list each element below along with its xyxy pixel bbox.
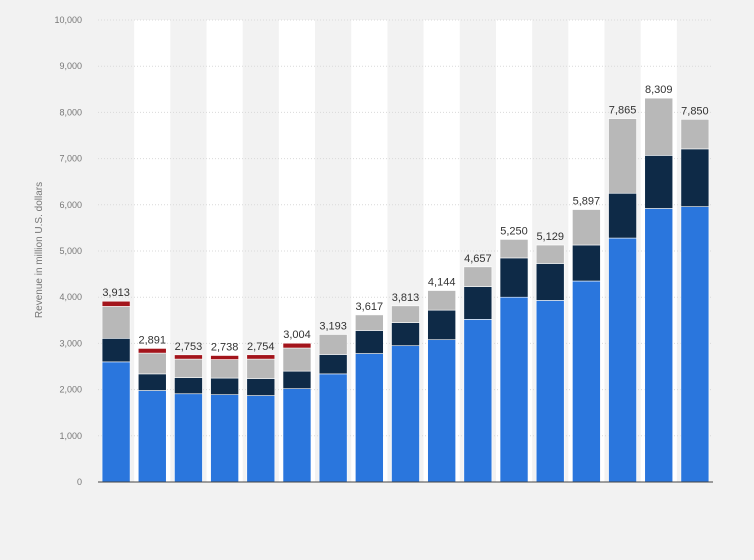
bar-segment-series-3 (318, 334, 348, 355)
bar-segment-series-4 (101, 300, 131, 307)
y-tick-label: 2,000 (59, 385, 82, 395)
bar-segment-series-3 (608, 118, 637, 194)
bar-segment-series-3 (391, 305, 420, 323)
bar-segment-series-3 (246, 358, 276, 379)
total-label: 3,813 (392, 292, 420, 304)
bar-segment-series-2 (318, 354, 348, 375)
bar-segment-series-3 (427, 290, 456, 311)
bar-segment-series-1 (282, 388, 312, 483)
bar-segment-series-1 (210, 394, 239, 483)
bar-segment-series-1 (680, 206, 710, 483)
bar-segment-series-2 (463, 286, 493, 320)
bar-segment-series-2 (644, 155, 674, 209)
y-tick-label: 9,000 (59, 61, 82, 71)
bar-segment-series-1 (499, 296, 529, 483)
bar-segment-series-3 (355, 314, 384, 331)
y-axis-title: Revenue in million U.S. dollars (34, 182, 45, 318)
bar-segment-series-1 (355, 353, 384, 483)
bar-segment-series-1 (137, 390, 167, 483)
bar-segment-series-3 (101, 306, 131, 339)
bar-segment-series-4 (246, 354, 276, 360)
total-label: 2,754 (247, 341, 275, 353)
bar-segment-series-2 (391, 322, 420, 347)
total-label: 3,193 (319, 320, 347, 332)
total-label: 5,129 (536, 231, 564, 243)
bar-segment-series-2 (427, 309, 456, 341)
total-label: 5,897 (573, 196, 601, 208)
bar-segment-series-1 (101, 361, 131, 483)
bar-segment-series-2 (355, 330, 384, 354)
bar-segment-series-1 (644, 208, 674, 483)
y-tick-label: 6,000 (59, 200, 82, 210)
total-label: 2,738 (211, 342, 239, 354)
y-tick-label: 1,000 (59, 431, 82, 441)
bar-segment-series-4 (137, 348, 167, 354)
bar-segment-series-1 (318, 373, 348, 483)
total-label: 7,850 (681, 105, 709, 117)
bar-segment-series-1 (535, 300, 565, 483)
bar-segment-series-3 (680, 119, 710, 150)
bar-segment-series-3 (137, 352, 167, 375)
y-tick-label: 4,000 (59, 292, 82, 302)
total-label: 3,004 (283, 329, 311, 341)
y-axis-ticks: 0 1,000 2,000 3,000 4,000 5,000 6,000 7,000 8,00… (54, 15, 82, 487)
bar-segment-series-1 (608, 237, 637, 483)
y-tick-label: 3,000 (59, 338, 82, 348)
total-label: 8,309 (645, 84, 673, 96)
total-label: 7,865 (609, 105, 637, 117)
total-label: 5,250 (500, 225, 528, 237)
y-tick-label: 8,000 (59, 107, 82, 117)
bar-segment-series-3 (282, 347, 312, 372)
bar-segment-series-2 (246, 378, 276, 396)
bars (101, 97, 710, 483)
total-label: 4,657 (464, 253, 492, 265)
y-tick-label: 7,000 (59, 154, 82, 164)
bar-segment-series-2 (174, 377, 203, 395)
bar-segment-series-2 (210, 377, 239, 395)
bar-segment-series-1 (174, 393, 203, 483)
total-label: 4,144 (428, 277, 456, 289)
y-tick-label: 0 (77, 477, 82, 487)
bar-segment-series-1 (246, 395, 276, 483)
bar-segment-series-2 (572, 244, 601, 282)
bar-segment-series-3 (174, 358, 203, 378)
bar-segment-series-2 (101, 338, 131, 363)
bar-segment-series-3 (572, 209, 601, 246)
bar-segment-series-3 (499, 239, 529, 259)
total-label: 2,753 (175, 341, 203, 353)
bar-segment-series-4 (210, 355, 239, 360)
bar-segment-series-2 (499, 257, 529, 298)
total-label: 2,891 (138, 334, 166, 346)
bar-segment-series-1 (427, 339, 456, 483)
bar-segment-series-2 (535, 263, 565, 301)
total-labels: 3,913 2,891 2,753 2,738 2,754 3,004 3,193 3,617… (102, 84, 708, 353)
y-tick-label: 10,000 (54, 15, 82, 25)
bar-segment-series-1 (391, 345, 420, 483)
bar-segment-series-3 (644, 97, 674, 156)
y-tick-label: 5,000 (59, 246, 82, 256)
bar-segment-series-3 (463, 266, 493, 287)
bar-segment-series-4 (282, 342, 312, 349)
bar-segment-series-2 (608, 192, 637, 239)
bar-segment-series-2 (680, 148, 710, 207)
total-label: 3,913 (102, 287, 130, 299)
bar-segment-series-1 (463, 319, 493, 483)
bar-segment-series-1 (572, 280, 601, 483)
bar-segment-series-2 (137, 373, 167, 391)
total-label: 3,617 (356, 301, 384, 313)
bar-segment-series-2 (282, 370, 312, 389)
bar-segment-series-3 (210, 359, 239, 379)
bar-segment-series-3 (535, 244, 565, 264)
bar-segment-series-4 (174, 354, 203, 360)
